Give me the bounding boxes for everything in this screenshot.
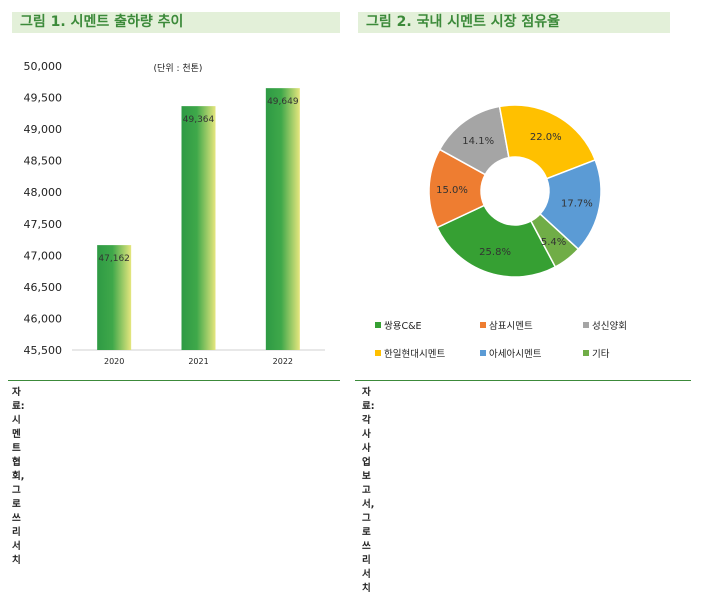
bar-value-label: 47,162 (98, 254, 130, 264)
bar-value-label: 49,364 (183, 115, 215, 125)
y-tick-label: 46,000 (24, 312, 63, 325)
slice-label: 5.4% (541, 237, 566, 248)
y-tick-label: 47,000 (24, 249, 63, 262)
unit-note: (단위 : 천톤) (154, 63, 203, 74)
slice-label: 22.0% (530, 132, 562, 143)
bar-2020 (97, 245, 132, 350)
shipment-bar-chart: (단위 : 천톤) 45,500 46,000 46,500 47,000 47,500… (24, 60, 325, 366)
slice-label: 25.8% (479, 247, 511, 258)
bar-2021 (181, 106, 216, 350)
legend-label: 쌍용C&E (384, 321, 422, 332)
legend-swatch (480, 350, 486, 356)
left-source: 자료: 시멘트협회, 그로쓰리서치 (12, 387, 25, 566)
legend-label: 성신양회 (592, 321, 627, 332)
bar-2022 (265, 88, 300, 350)
market-share-donut-chart: 25.8% 15.0% 14.1% 22.0% 17.7% 5.4% 쌍용C&E 삼표시멘트… (375, 104, 627, 360)
y-tick-label: 49,000 (24, 123, 63, 136)
slice-아세아시멘트 (538, 158, 602, 251)
legend-label: 삼표시멘트 (489, 321, 533, 332)
slice-label: 14.1% (462, 136, 494, 147)
legend-swatch (480, 322, 486, 328)
legend-label: 기타 (592, 349, 610, 360)
y-tick-label: 45,500 (24, 344, 63, 357)
y-tick-label: 50,000 (24, 60, 63, 73)
slice-쌍용C&E (436, 204, 557, 278)
right-divider (355, 380, 691, 381)
right-source: 자료: 각 사 사업보고서, 그로쓰리서치 (362, 387, 375, 594)
y-tick-label: 48,500 (24, 155, 63, 168)
slice-label: 17.7% (561, 199, 593, 210)
y-tick-label: 46,500 (24, 281, 63, 294)
legend-swatch (583, 350, 589, 356)
legend-label: 한일현대시멘트 (384, 349, 445, 360)
left-divider (8, 380, 340, 381)
legend-swatch (375, 322, 381, 328)
left-chart-title: 그림 1. 시멘트 출하량 추이 (12, 12, 340, 33)
slice-label: 15.0% (436, 185, 468, 196)
right-chart-title: 그림 2. 국내 시멘트 시장 점유율 (358, 12, 670, 33)
legend-label: 아세아시멘트 (489, 349, 542, 360)
legend-swatch (375, 350, 381, 356)
bar-value-label: 49,649 (267, 97, 299, 107)
x-tick-label: 2020 (104, 357, 124, 366)
y-tick-label: 49,500 (24, 92, 63, 105)
y-tick-label: 47,500 (24, 218, 63, 231)
slice-한일현대시멘트 (498, 104, 597, 180)
slice-기타 (529, 212, 580, 268)
x-tick-label: 2021 (188, 357, 208, 366)
x-tick-label: 2022 (273, 357, 293, 366)
legend-swatch (583, 322, 589, 328)
y-tick-label: 48,000 (24, 186, 63, 199)
